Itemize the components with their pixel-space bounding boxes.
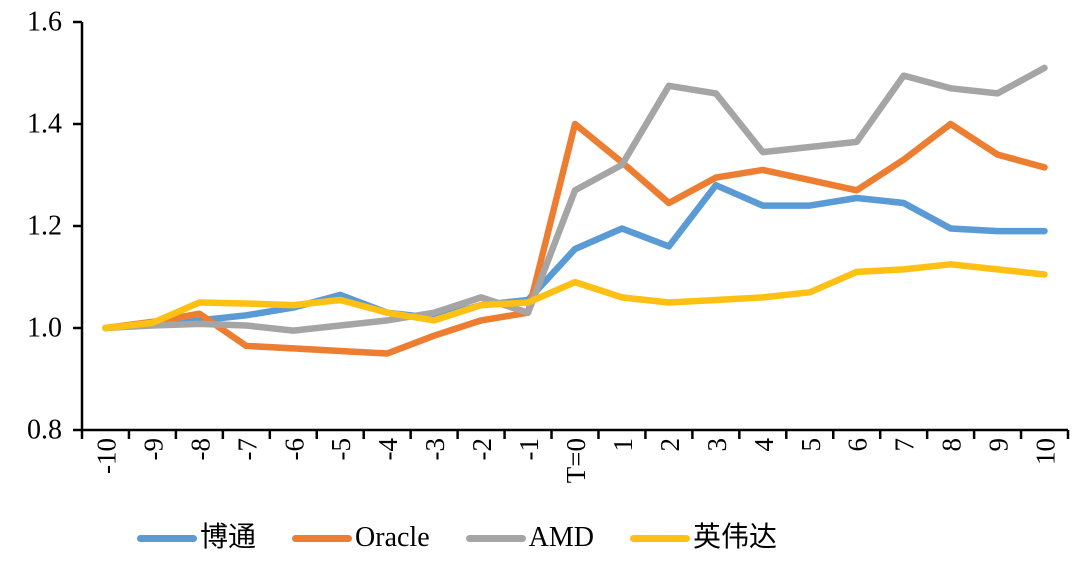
legend-label-amd: AMD — [528, 522, 594, 553]
series-line-broadcom — [102, 181, 1048, 332]
x-tick-label: 4 — [749, 438, 779, 452]
y-tick-label: 1.2 — [27, 211, 62, 242]
legend-label-oracle: Oracle — [355, 522, 430, 553]
x-tick-label: 6 — [843, 438, 873, 452]
y-tick-label: 1.4 — [27, 109, 62, 140]
x-tick-label: -9 — [138, 438, 168, 461]
legend-swatch-oracle — [292, 534, 353, 542]
x-tick-label: T=0 — [561, 438, 591, 483]
series-line-nvidia — [102, 261, 1048, 332]
x-tick-label: -1 — [514, 438, 544, 461]
y-tick-label: 0.8 — [27, 415, 62, 446]
x-tick-label: -3 — [420, 438, 450, 461]
y-tick-label: 1.6 — [27, 7, 62, 38]
legend-label-broadcom: 博通 — [200, 522, 257, 553]
legend-item-broadcom: 博通 — [137, 524, 256, 552]
legend-item-amd: AMD — [465, 522, 594, 553]
legend-swatch-broadcom — [137, 534, 198, 542]
x-tick-label: 10 — [1031, 438, 1061, 465]
x-tick-label: -10 — [91, 438, 121, 474]
x-tick-label: 3 — [702, 438, 732, 452]
x-tick-label: 7 — [890, 438, 920, 452]
series-line-amd — [102, 64, 1048, 334]
series-line-oracle — [102, 120, 1048, 357]
x-tick-label: 2 — [655, 438, 685, 452]
x-tick-label: -8 — [185, 438, 215, 461]
x-tick-label: -6 — [279, 438, 309, 461]
x-tick-label: -7 — [232, 438, 262, 461]
x-tick-label: -5 — [326, 438, 356, 461]
legend-item-nvidia: 英伟达 — [629, 522, 777, 553]
y-tick-label: 1.0 — [27, 313, 62, 344]
x-tick-label: 9 — [984, 438, 1014, 452]
x-tick-label: 1 — [608, 438, 638, 452]
legend-label-nvidia: 英伟达 — [692, 522, 777, 553]
chart-legend: 博通 Oracle AMD 英伟达 — [137, 524, 777, 552]
legend-item-oracle: Oracle — [292, 524, 430, 552]
legend-swatch-amd — [465, 534, 526, 542]
x-tick-label: -2 — [467, 438, 497, 461]
legend-swatch-nvidia — [629, 534, 690, 542]
x-tick-label: 8 — [937, 438, 967, 452]
x-tick-label: 5 — [796, 438, 826, 452]
x-tick-label: -4 — [373, 438, 403, 461]
